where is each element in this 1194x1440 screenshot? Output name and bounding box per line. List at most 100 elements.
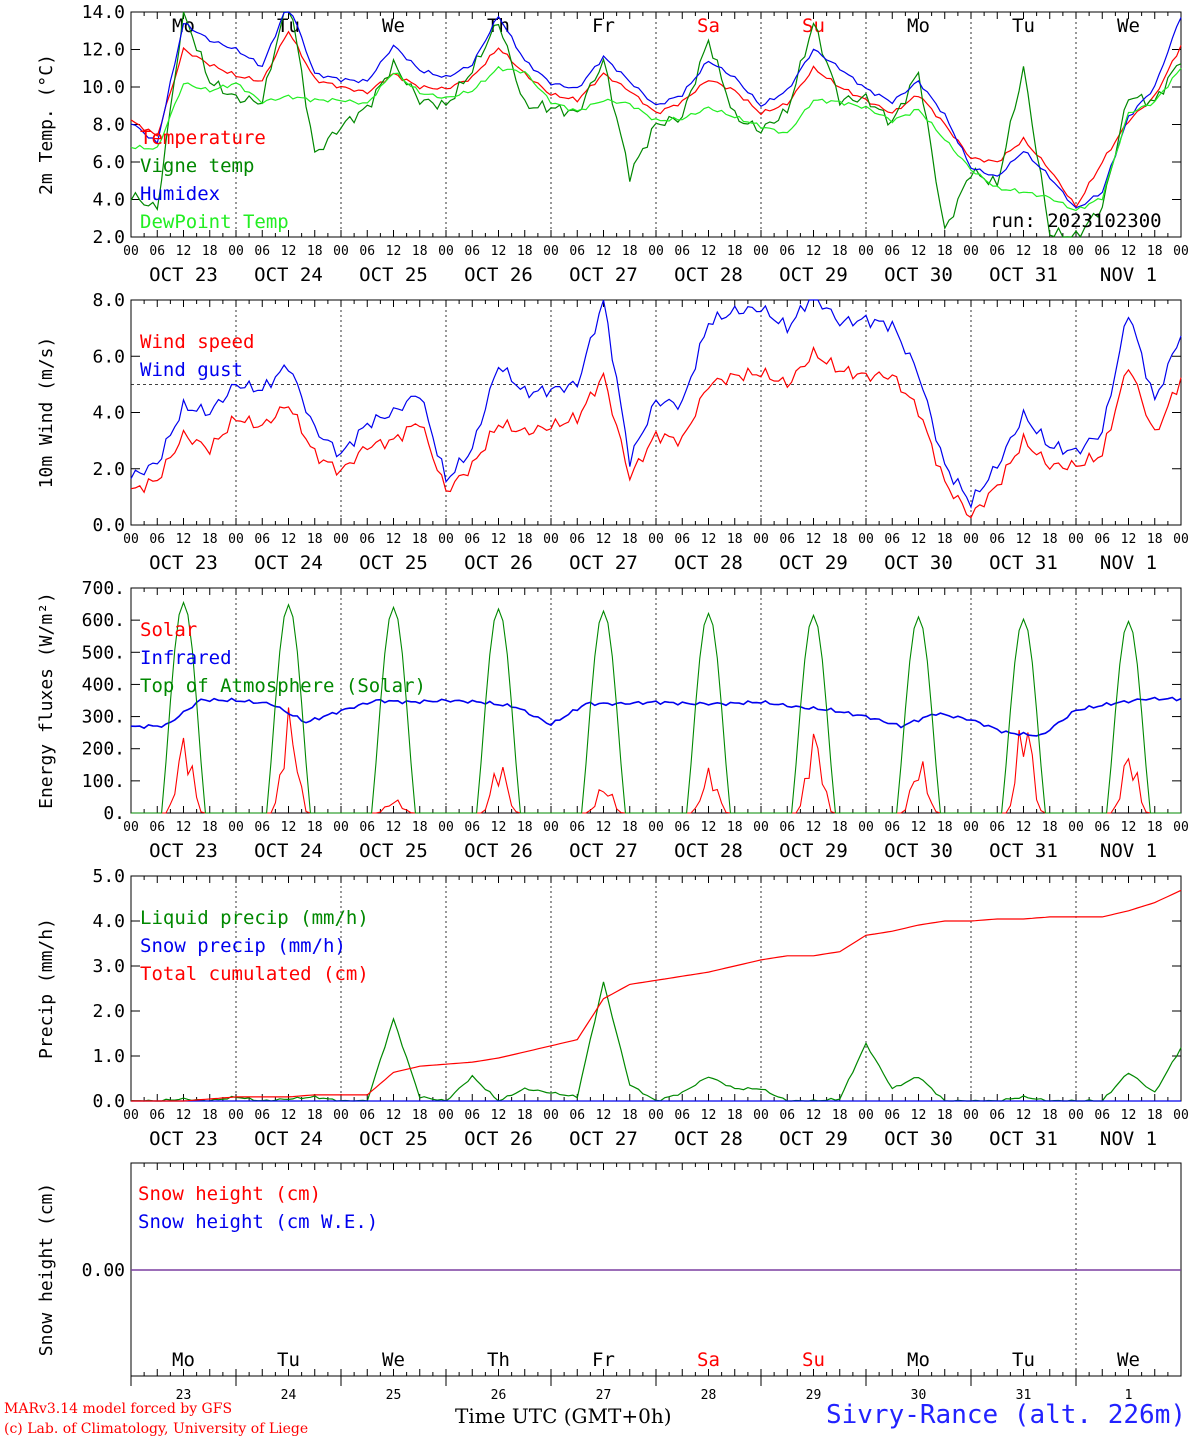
date-label: NOV 1 (1100, 264, 1157, 286)
date-label: OCT 27 (569, 552, 638, 574)
hour-tick-label: 12 (701, 532, 717, 547)
hour-tick-label: 12 (911, 532, 927, 547)
y-axis-label: 2m Temp. (°C) (36, 54, 57, 195)
series-line-top-of-atmosphere-solar- (131, 600, 1181, 814)
hour-tick-label: 18 (937, 820, 953, 835)
hour-tick-label: 00 (1068, 532, 1084, 547)
y-tick-label: 700. (82, 578, 125, 599)
y-axis-label: Energy fluxes (W/m²) (36, 592, 57, 809)
hour-tick-label: 12 (491, 1108, 507, 1123)
hour-tick-label: 00 (228, 244, 244, 259)
hour-tick-label: 06 (359, 1108, 375, 1123)
hour-tick-label: 12 (281, 532, 297, 547)
legend-entry: Snow precip (mm/h) (140, 935, 346, 957)
hour-tick-label: 12 (701, 1108, 717, 1123)
hour-tick-label: 00 (123, 1108, 139, 1123)
hour-tick-label: 18 (727, 244, 743, 259)
hour-tick-label: 18 (517, 244, 533, 259)
hour-tick-label: 12 (596, 244, 612, 259)
hour-tick-label: 00 (963, 820, 979, 835)
hour-tick-label: 18 (1042, 820, 1058, 835)
day-footer: Tu (1012, 1349, 1035, 1371)
date-label: OCT 29 (779, 1128, 848, 1150)
hour-tick-label: 18 (832, 244, 848, 259)
hour-tick-label: 00 (543, 820, 559, 835)
hour-tick-label: 12 (806, 244, 822, 259)
series-line-total-cumulated-cm- (131, 889, 1182, 1102)
date-label: OCT 26 (464, 1128, 533, 1150)
hour-tick-label: 12 (491, 532, 507, 547)
y-tick-label: 6.0 (92, 346, 125, 367)
hour-tick-label: 00 (123, 532, 139, 547)
y-tick-label: 1.0 (92, 1046, 125, 1067)
date-label: OCT 25 (359, 552, 428, 574)
date-label: OCT 24 (254, 840, 323, 862)
date-label: NOV 1 (1100, 552, 1157, 574)
hour-tick-label: 00 (228, 820, 244, 835)
y-tick-label: 5.0 (92, 866, 125, 887)
hour-tick-label: 06 (149, 244, 165, 259)
date-label: OCT 29 (779, 552, 848, 574)
hour-tick-label: 06 (149, 1108, 165, 1123)
legend-entry: Solar (140, 619, 197, 641)
hour-tick-label: 06 (464, 532, 480, 547)
y-tick-label: 4.0 (92, 911, 125, 932)
hour-tick-label: 18 (832, 820, 848, 835)
day-number: 1 (1125, 1388, 1133, 1403)
day-footer: Mo (907, 1349, 930, 1371)
day-number: 24 (281, 1388, 297, 1403)
hour-tick-label: 06 (359, 244, 375, 259)
hour-tick-label: 12 (911, 244, 927, 259)
date-label: NOV 1 (1100, 840, 1157, 862)
hour-tick-label: 06 (1094, 532, 1110, 547)
hour-tick-label: 18 (307, 1108, 323, 1123)
hour-tick-label: 18 (622, 1108, 638, 1123)
hour-tick-label: 12 (596, 820, 612, 835)
hour-tick-label: 18 (1147, 532, 1163, 547)
hour-tick-label: 18 (937, 1108, 953, 1123)
hour-tick-label: 12 (1016, 244, 1032, 259)
y-tick-label: 2.0 (92, 227, 125, 248)
date-label: OCT 25 (359, 1128, 428, 1150)
hour-tick-label: 00 (1068, 244, 1084, 259)
hour-tick-label: 12 (1016, 532, 1032, 547)
date-label: OCT 31 (989, 264, 1058, 286)
date-label: OCT 26 (464, 264, 533, 286)
y-tick-label: 400. (82, 674, 125, 695)
hour-tick-label: 06 (779, 244, 795, 259)
hour-tick-label: 18 (727, 820, 743, 835)
hour-tick-label: 00 (333, 1108, 349, 1123)
legend-entry: Infrared (140, 647, 232, 669)
hour-tick-label: 00 (438, 1108, 454, 1123)
hour-tick-label: 00 (543, 532, 559, 547)
hour-tick-label: 06 (149, 820, 165, 835)
legend-entry: Wind gust (140, 359, 243, 381)
y-tick-label: 300. (82, 707, 125, 728)
hour-tick-label: 18 (412, 532, 428, 547)
day-footer: Mo (172, 1349, 195, 1371)
hour-tick-label: 12 (176, 532, 192, 547)
day-footer: Th (487, 1349, 510, 1371)
hour-tick-label: 06 (884, 1108, 900, 1123)
day-number: 31 (1016, 1388, 1032, 1403)
hour-tick-label: 12 (281, 244, 297, 259)
hour-tick-label: 00 (648, 244, 664, 259)
hour-tick-label: 06 (674, 244, 690, 259)
hour-tick-label: 00 (648, 532, 664, 547)
y-tick-label: 8.0 (92, 290, 125, 311)
hour-tick-label: 18 (307, 532, 323, 547)
legend-entry: Snow height (cm W.E.) (138, 1211, 378, 1233)
hour-tick-label: 12 (806, 820, 822, 835)
day-number: 30 (911, 1388, 927, 1403)
hour-tick-label: 12 (596, 532, 612, 547)
hour-tick-label: 18 (727, 532, 743, 547)
hour-tick-label: 12 (386, 532, 402, 547)
series-line-humidex (130, 11, 1182, 209)
hour-tick-label: 18 (1147, 244, 1163, 259)
hour-tick-label: 00 (333, 244, 349, 259)
hour-tick-label: 06 (884, 532, 900, 547)
date-label: OCT 28 (674, 840, 743, 862)
y-tick-label: 10.0 (82, 77, 125, 98)
date-label: OCT 27 (569, 1128, 638, 1150)
hour-tick-label: 12 (176, 244, 192, 259)
